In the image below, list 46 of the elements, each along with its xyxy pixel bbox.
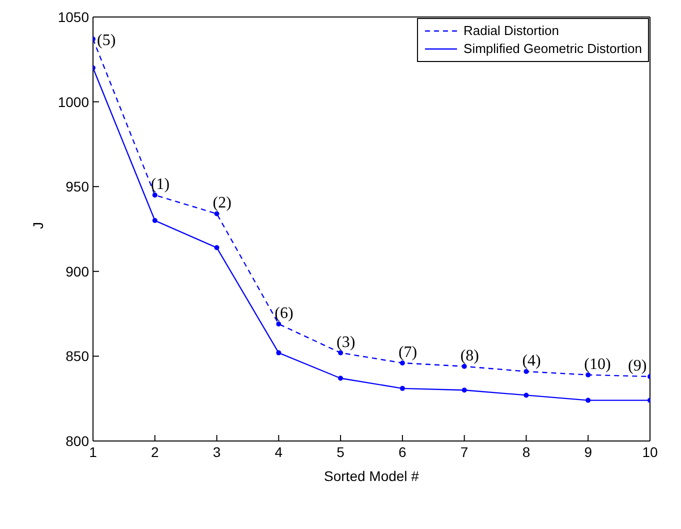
annotation: (9) [628,358,647,375]
legend-label: Simplified Geometric Distortion [464,40,642,58]
point [586,372,591,378]
point [152,218,158,224]
x-tick-label: 4 [274,444,283,460]
x-tick-label: 8 [522,444,530,460]
x-axis-title: Sorted Model # [324,468,420,484]
y-tick-label: 950 [66,178,90,195]
x-tick-label: 3 [212,444,221,460]
annotation: (10) [584,356,611,373]
annotation: (6) [274,304,294,322]
y-tick-label: 1000 [58,94,90,110]
x-tick-label: 5 [336,444,345,460]
point [462,388,467,393]
point [276,321,282,326]
y-tick-label: 850 [66,348,90,364]
point [276,350,282,356]
x-tick-label: 6 [398,444,407,460]
x-tick-label: 2 [150,444,159,460]
point [462,364,467,369]
x-tick-label: 10 [642,444,658,460]
point [524,392,529,398]
y-axis-title: J [30,222,46,229]
point [400,386,405,391]
point [214,211,220,216]
annotation: (5) [97,32,116,50]
annotation: (3) [336,334,356,351]
legend-label: Radial Distortion [464,22,559,40]
annotation: (8) [460,347,479,364]
y-tick-label: 1050 [58,8,90,25]
x-tick-label: 9 [584,444,592,460]
y-tick-label: 800 [66,432,90,449]
annotation: (4) [522,352,541,370]
point [400,360,405,366]
y-tick-label: 900 [66,263,90,280]
annotation: (7) [398,344,418,361]
point [338,350,344,356]
x-tick-label: 1 [89,444,98,460]
x-tick-label: 7 [460,444,468,460]
annotation: (1) [150,176,170,194]
point [524,368,529,374]
point [152,192,158,198]
point [586,398,591,403]
point [338,376,344,381]
annotation: (2) [212,194,232,212]
point [214,245,220,250]
